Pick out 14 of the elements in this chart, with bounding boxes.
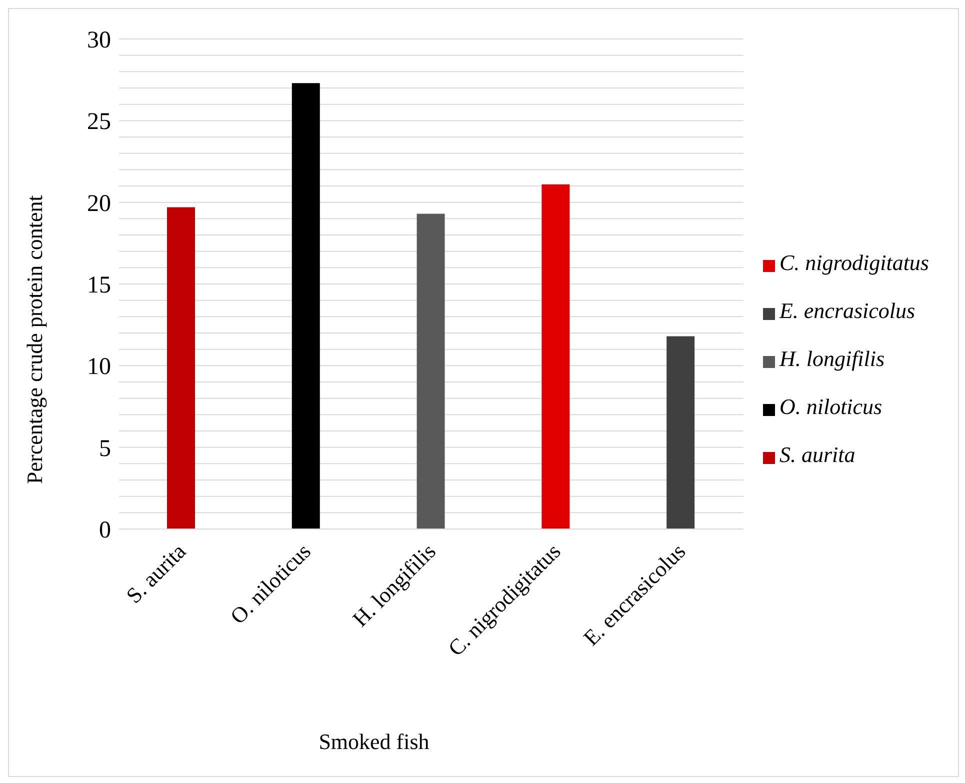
y-axis-title: Percentage crude protein content xyxy=(22,195,47,484)
legend-label: H. longifilis xyxy=(779,346,885,371)
y-tick-label: 20 xyxy=(87,190,111,217)
legend-label: C. nigrodigitatus xyxy=(779,250,929,275)
y-tick-label: 25 xyxy=(87,109,111,136)
y-tick-label: 0 xyxy=(99,518,111,544)
y-tick-label: 5 xyxy=(99,436,111,462)
legend-label: S. aurita xyxy=(779,442,856,467)
y-tick-label: 15 xyxy=(87,272,111,299)
legend-label: E. encrasicolus xyxy=(779,298,916,323)
y-tick-label: 30 xyxy=(87,28,111,54)
legend-label: O. niloticus xyxy=(779,394,882,419)
y-tick-label: 10 xyxy=(87,354,111,380)
x-axis-title: Smoked fish xyxy=(318,729,430,755)
